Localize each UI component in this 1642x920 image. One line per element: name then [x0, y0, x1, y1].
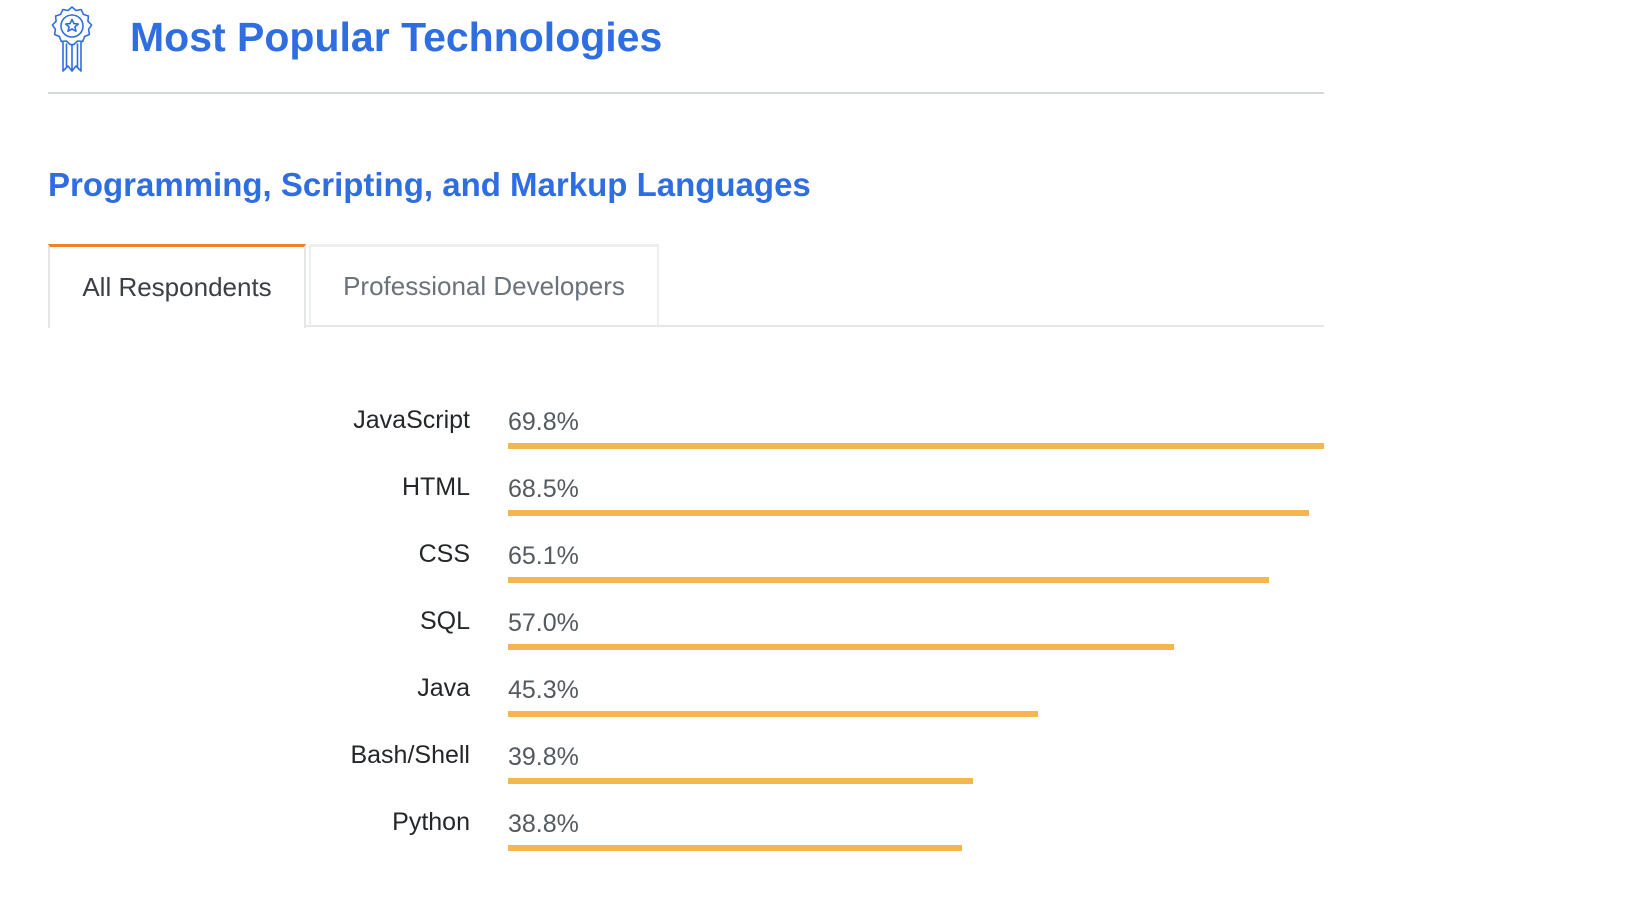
bar — [508, 577, 1269, 583]
bar-value-label: 57.0% — [508, 609, 579, 637]
bar-value-label: 45.3% — [508, 676, 579, 704]
bar — [508, 778, 973, 784]
bar — [508, 845, 962, 851]
bar — [508, 644, 1174, 650]
bar-value-label: 68.5% — [508, 475, 579, 503]
page-title: Most Popular Technologies — [130, 14, 663, 60]
tab-all-respondents[interactable]: All Respondents — [48, 244, 306, 328]
bar-label: JavaScript — [353, 406, 470, 434]
bar-label: Python — [392, 808, 470, 836]
bar-label: CSS — [418, 540, 470, 568]
bar — [508, 510, 1309, 516]
bar-value-label: 38.8% — [508, 810, 579, 838]
bar-value-label: 65.1% — [508, 542, 579, 570]
award-ribbon-star-icon — [51, 6, 93, 72]
bar — [508, 443, 1324, 449]
bar-label: SQL — [419, 607, 470, 635]
tab-professional-developers[interactable]: Professional Developers — [309, 244, 659, 326]
title-divider — [48, 92, 1324, 94]
section-title: Programming, Scripting, and Markup Langu… — [48, 166, 811, 203]
bar-value-label: 69.8% — [508, 408, 579, 436]
bar-label: Bash/Shell — [350, 741, 470, 769]
bar-label: HTML — [401, 473, 470, 501]
bar-label: Java — [417, 674, 470, 702]
tab-bar-divider — [48, 325, 1324, 327]
bar-value-label: 39.8% — [508, 743, 579, 771]
bar — [508, 711, 1038, 717]
